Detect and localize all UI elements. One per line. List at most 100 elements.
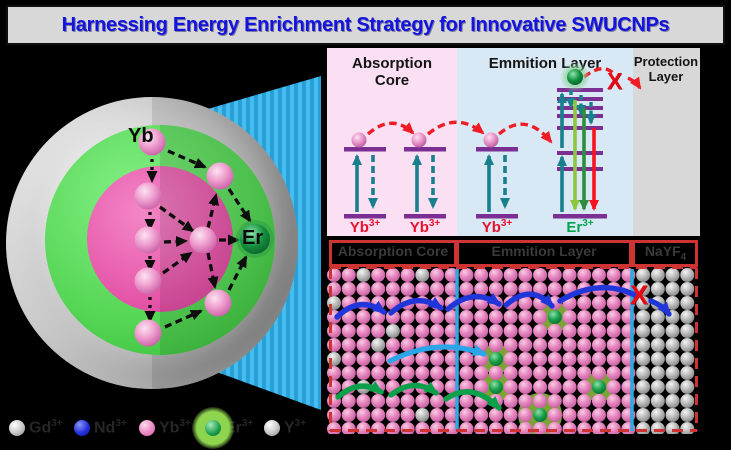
lattice-sphere-yb (430, 394, 445, 408)
lattice-sphere-y (636, 352, 651, 366)
lattice-sphere-yb (606, 352, 621, 366)
lattice-sphere-yb (577, 296, 592, 310)
lattice-sphere-yb (341, 324, 356, 338)
lattice-sphere-yb (547, 380, 562, 394)
lattice-sphere-y (636, 282, 651, 296)
lattice-sphere-yb (591, 366, 606, 380)
lattice-panel: Absorption Core Emmition Layer NaYF4 X (327, 238, 700, 434)
title-banner: Harnessing Energy Enrichment Strategy fo… (6, 5, 725, 45)
lattice-sphere-y (650, 394, 665, 408)
lattice-sphere-yb (503, 282, 518, 296)
lattice-sphere-yb (459, 324, 474, 338)
lattice-sphere-yb (503, 408, 518, 422)
er-level-bar (557, 114, 603, 118)
lattice-sphere-yb (503, 324, 518, 338)
lattice-sphere-y (665, 352, 680, 366)
lattice-sphere-yb (371, 394, 386, 408)
lattice-sphere-er (488, 352, 503, 366)
lattice-sphere-yb (577, 310, 592, 324)
lattice-sphere-y (665, 380, 680, 394)
lattice-sphere-gd (371, 338, 386, 352)
lattice-sphere-yb (371, 408, 386, 422)
lattice-sphere-yb (371, 268, 386, 282)
lattice-sphere-yb (488, 282, 503, 296)
lattice-sphere-y (680, 352, 695, 366)
lattice-sphere-yb (577, 408, 592, 422)
lattice-sphere-yb (459, 422, 474, 434)
lattice-sphere-yb (371, 422, 386, 434)
er-level-bar (557, 126, 603, 130)
lattice-sphere-yb (356, 324, 371, 338)
lattice-sphere-yb (430, 310, 445, 324)
lattice-sphere-y (650, 408, 665, 422)
lattice-sphere-y (636, 380, 651, 394)
er-ion-sphere (236, 220, 274, 258)
energy-transfer-arcs (366, 67, 642, 144)
er-level-bar (557, 151, 603, 155)
lattice-sphere-yb (488, 324, 503, 338)
lattice-sphere-yb (533, 338, 548, 352)
lattice-sphere-yb (488, 366, 503, 380)
lattice-sphere-yb (385, 394, 400, 408)
panel-borders (329, 240, 698, 432)
lattice-sphere-yb (562, 352, 577, 366)
lattice-sphere-yb (577, 422, 592, 434)
lattice-sphere-y (650, 268, 665, 282)
yb-ion-spheres (134, 128, 234, 347)
lattice-sphere-yb (591, 338, 606, 352)
legend-item-y: Y3+ (264, 415, 306, 441)
lattice-sphere-yb (606, 408, 621, 422)
lattice-sphere-yb (474, 282, 489, 296)
lattice-sphere-y (680, 422, 695, 434)
legend-item-gd: Gd3+ (9, 415, 63, 441)
lattice-sphere-y (680, 282, 695, 296)
lattice-sphere-yb (591, 422, 606, 434)
er-sphere-icon (205, 420, 221, 436)
lattice-sphere-yb (606, 394, 621, 408)
lattice-sphere-er (488, 380, 503, 394)
y-sphere-icon (264, 420, 280, 436)
lattice-sphere-yb (459, 282, 474, 296)
er-ion-label: Er3+ (566, 218, 594, 236)
lattice-sphere-y (680, 310, 695, 324)
lattice-sphere-yb (533, 352, 548, 366)
lattice-sphere-yb (341, 338, 356, 352)
lattice-sphere-yb (606, 310, 621, 324)
lattice-sphere-yb (371, 282, 386, 296)
lattice-sphere-yb (518, 310, 533, 324)
lattice-sphere-yb (577, 380, 592, 394)
lattice-sphere-yb (415, 352, 430, 366)
lattice-sphere-y (665, 422, 680, 434)
lattice-sphere-yb (415, 310, 430, 324)
lattice-sphere-yb (547, 394, 562, 408)
lattice-sphere-yb (503, 380, 518, 394)
lattice-emission-header: Emmition Layer (491, 243, 597, 259)
lattice-sphere-y (665, 324, 680, 338)
lattice-sphere-yb (547, 282, 562, 296)
lattice-sphere-y (636, 310, 651, 324)
lattice-sphere-yb (518, 366, 533, 380)
lattice-sphere-yb (474, 268, 489, 282)
lattice-sphere-yb (503, 366, 518, 380)
er-level-bar (557, 167, 603, 171)
lattice-sphere-yb (503, 268, 518, 282)
lattice-sphere-yb (415, 366, 430, 380)
lattice-sphere-yb (591, 268, 606, 282)
lattice-sphere-er (591, 380, 606, 394)
lattice-sphere-yb (591, 352, 606, 366)
lattice-sphere-yb (341, 268, 356, 282)
lattice-sphere-yb (459, 408, 474, 422)
lattice-sphere-yb (606, 380, 621, 394)
lattice-sphere-yb (430, 352, 445, 366)
lattice-sphere-yb (371, 352, 386, 366)
lattice-sphere-yb (356, 366, 371, 380)
lattice-sphere-yb (356, 352, 371, 366)
lattice-sphere-yb (533, 366, 548, 380)
lattice-sphere-y (636, 324, 651, 338)
lattice-sphere-yb (577, 268, 592, 282)
lattice-sphere-yb (356, 394, 371, 408)
lattice-sphere-yb (533, 394, 548, 408)
lattice-sphere-y (636, 408, 651, 422)
lattice-sphere-yb (341, 394, 356, 408)
lattice-sphere-y (636, 338, 651, 352)
